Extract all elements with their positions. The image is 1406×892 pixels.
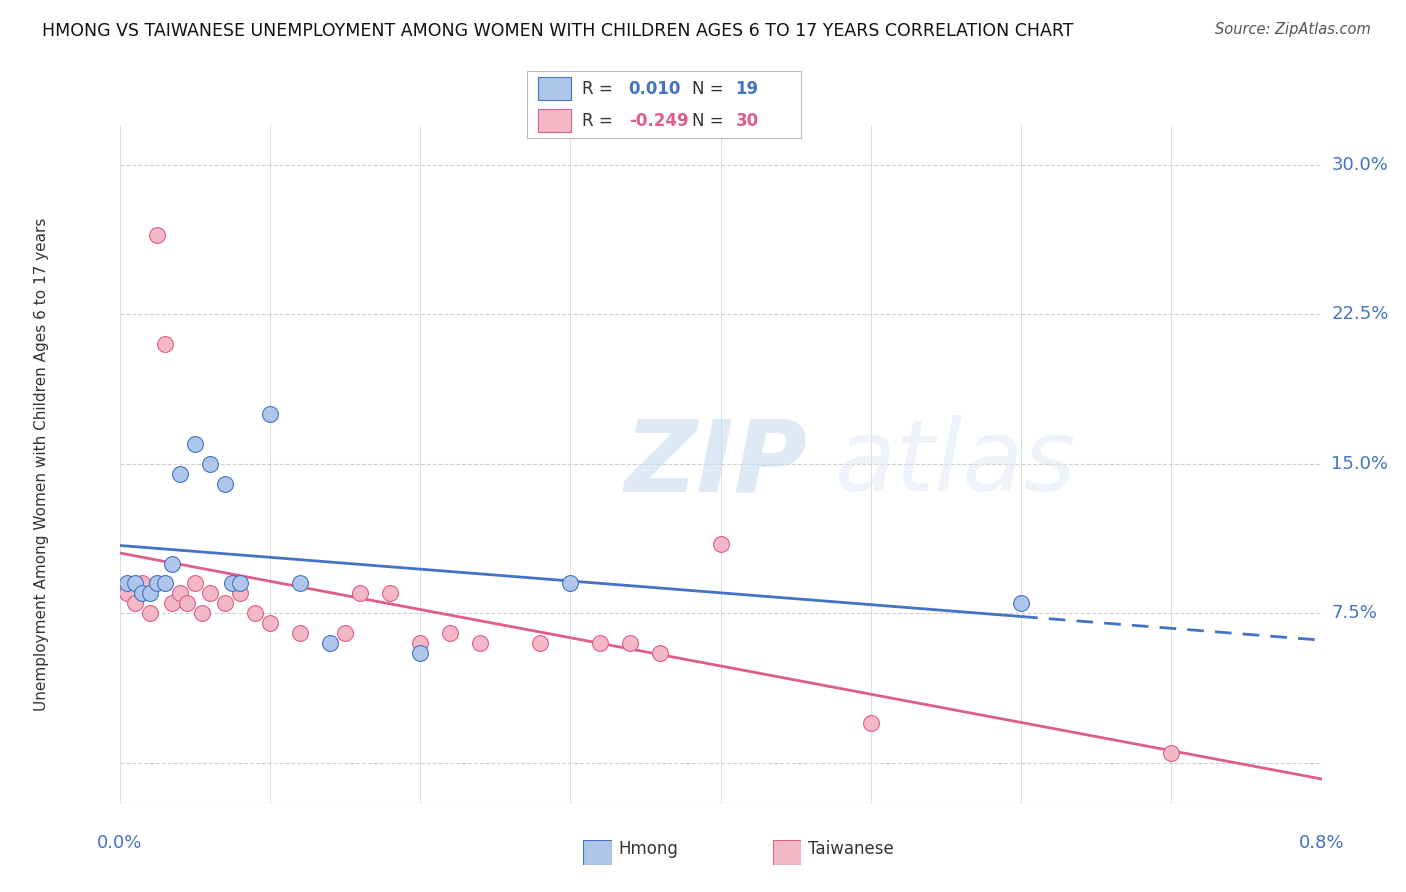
Point bbox=[160, 596, 183, 610]
Point bbox=[259, 616, 281, 631]
Text: N =: N = bbox=[692, 112, 728, 130]
Point bbox=[169, 467, 191, 481]
Point bbox=[709, 536, 731, 550]
Text: -0.249: -0.249 bbox=[628, 112, 689, 130]
Point bbox=[560, 576, 582, 591]
Text: Unemployment Among Women with Children Ages 6 to 17 years: Unemployment Among Women with Children A… bbox=[34, 217, 49, 711]
Point bbox=[153, 337, 176, 351]
Point bbox=[115, 586, 138, 600]
Point bbox=[650, 646, 672, 660]
Point bbox=[259, 407, 281, 421]
Point bbox=[138, 607, 160, 621]
Point bbox=[243, 607, 266, 621]
Text: R =: R = bbox=[582, 79, 619, 98]
Text: atlas: atlas bbox=[835, 416, 1077, 512]
Bar bbox=[538, 78, 571, 100]
Point bbox=[146, 227, 169, 242]
Point bbox=[468, 636, 491, 650]
Text: HMONG VS TAIWANESE UNEMPLOYMENT AMONG WOMEN WITH CHILDREN AGES 6 TO 17 YEARS COR: HMONG VS TAIWANESE UNEMPLOYMENT AMONG WO… bbox=[42, 22, 1074, 40]
Point bbox=[333, 626, 356, 640]
Point bbox=[288, 576, 311, 591]
Point bbox=[288, 626, 311, 640]
Bar bbox=[538, 110, 571, 132]
Text: 30: 30 bbox=[735, 112, 759, 130]
Point bbox=[131, 576, 153, 591]
Text: 0.0%: 0.0% bbox=[97, 834, 142, 852]
Text: Taiwanese: Taiwanese bbox=[808, 840, 894, 858]
Point bbox=[228, 576, 250, 591]
Point bbox=[183, 437, 205, 451]
Point bbox=[176, 596, 198, 610]
Text: ZIP: ZIP bbox=[624, 416, 807, 512]
Point bbox=[409, 636, 432, 650]
Point bbox=[138, 586, 160, 600]
Point bbox=[214, 476, 236, 491]
Point bbox=[191, 607, 214, 621]
Point bbox=[153, 576, 176, 591]
Point bbox=[529, 636, 551, 650]
Point bbox=[183, 576, 205, 591]
Point bbox=[198, 586, 221, 600]
Point bbox=[1160, 746, 1182, 760]
Point bbox=[319, 636, 342, 650]
Point bbox=[349, 586, 371, 600]
Text: 30.0%: 30.0% bbox=[1331, 156, 1388, 174]
Point bbox=[439, 626, 461, 640]
Text: N =: N = bbox=[692, 79, 728, 98]
Text: R =: R = bbox=[582, 112, 619, 130]
Point bbox=[378, 586, 401, 600]
Text: Hmong: Hmong bbox=[619, 840, 679, 858]
Point bbox=[619, 636, 641, 650]
Point bbox=[146, 576, 169, 591]
Text: 0.8%: 0.8% bbox=[1299, 834, 1344, 852]
Text: 22.5%: 22.5% bbox=[1331, 305, 1389, 323]
Point bbox=[1010, 596, 1032, 610]
Text: 15.0%: 15.0% bbox=[1331, 455, 1388, 473]
Point bbox=[228, 586, 250, 600]
Point bbox=[214, 596, 236, 610]
Text: 0.010: 0.010 bbox=[628, 79, 681, 98]
Point bbox=[859, 716, 882, 731]
Point bbox=[198, 457, 221, 471]
Text: 19: 19 bbox=[735, 79, 759, 98]
Point bbox=[131, 586, 153, 600]
Point bbox=[160, 557, 183, 571]
Text: 7.5%: 7.5% bbox=[1331, 605, 1376, 623]
Point bbox=[115, 576, 138, 591]
Point bbox=[221, 576, 243, 591]
Text: Source: ZipAtlas.com: Source: ZipAtlas.com bbox=[1215, 22, 1371, 37]
Point bbox=[124, 576, 146, 591]
Point bbox=[124, 596, 146, 610]
Point bbox=[589, 636, 612, 650]
Point bbox=[409, 646, 432, 660]
Point bbox=[169, 586, 191, 600]
